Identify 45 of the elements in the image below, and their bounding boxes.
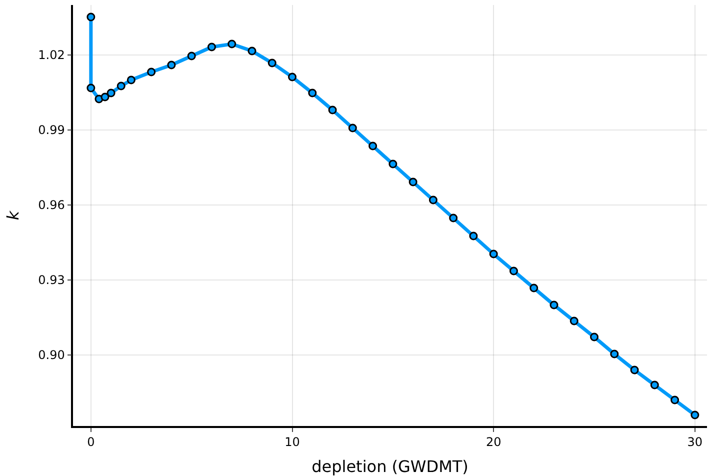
point <box>268 58 276 68</box>
point <box>509 266 518 276</box>
point <box>449 214 458 222</box>
point <box>288 72 296 82</box>
point <box>670 396 680 404</box>
point <box>147 68 156 76</box>
point <box>106 88 116 98</box>
y-tick-label: 1.02 <box>38 48 65 62</box>
point <box>187 52 196 60</box>
point <box>428 196 438 204</box>
y-tick-label: 0.90 <box>38 348 65 362</box>
point <box>207 42 216 52</box>
point <box>408 178 418 186</box>
y-tick-label: 0.93 <box>38 273 65 288</box>
point <box>116 82 126 90</box>
point <box>328 106 337 114</box>
point <box>86 84 96 92</box>
point <box>126 76 136 84</box>
point <box>690 410 700 420</box>
point <box>489 250 498 258</box>
y-tick-label: 0.96 <box>38 198 65 212</box>
point <box>610 350 619 358</box>
y-axis-title: k <box>4 210 23 220</box>
point <box>550 300 558 310</box>
x-tick-label: 30 <box>687 435 703 450</box>
point <box>86 12 96 22</box>
point <box>388 160 398 168</box>
point <box>368 142 378 150</box>
x-tick-label: 20 <box>486 435 502 450</box>
point <box>570 316 578 326</box>
point <box>630 366 639 374</box>
y-tick-label: 0.99 <box>38 123 65 138</box>
x-axis-title: depletion (GWDMT) <box>312 457 468 476</box>
point <box>348 124 357 132</box>
x-tick-label: 10 <box>284 435 300 450</box>
point <box>248 46 256 56</box>
point <box>469 232 478 240</box>
point <box>228 40 236 48</box>
point <box>100 92 110 102</box>
point <box>308 88 317 98</box>
point <box>650 380 659 390</box>
point <box>530 284 538 292</box>
x-tick-label: 0 <box>87 435 95 450</box>
point <box>167 60 176 70</box>
point <box>590 332 598 342</box>
